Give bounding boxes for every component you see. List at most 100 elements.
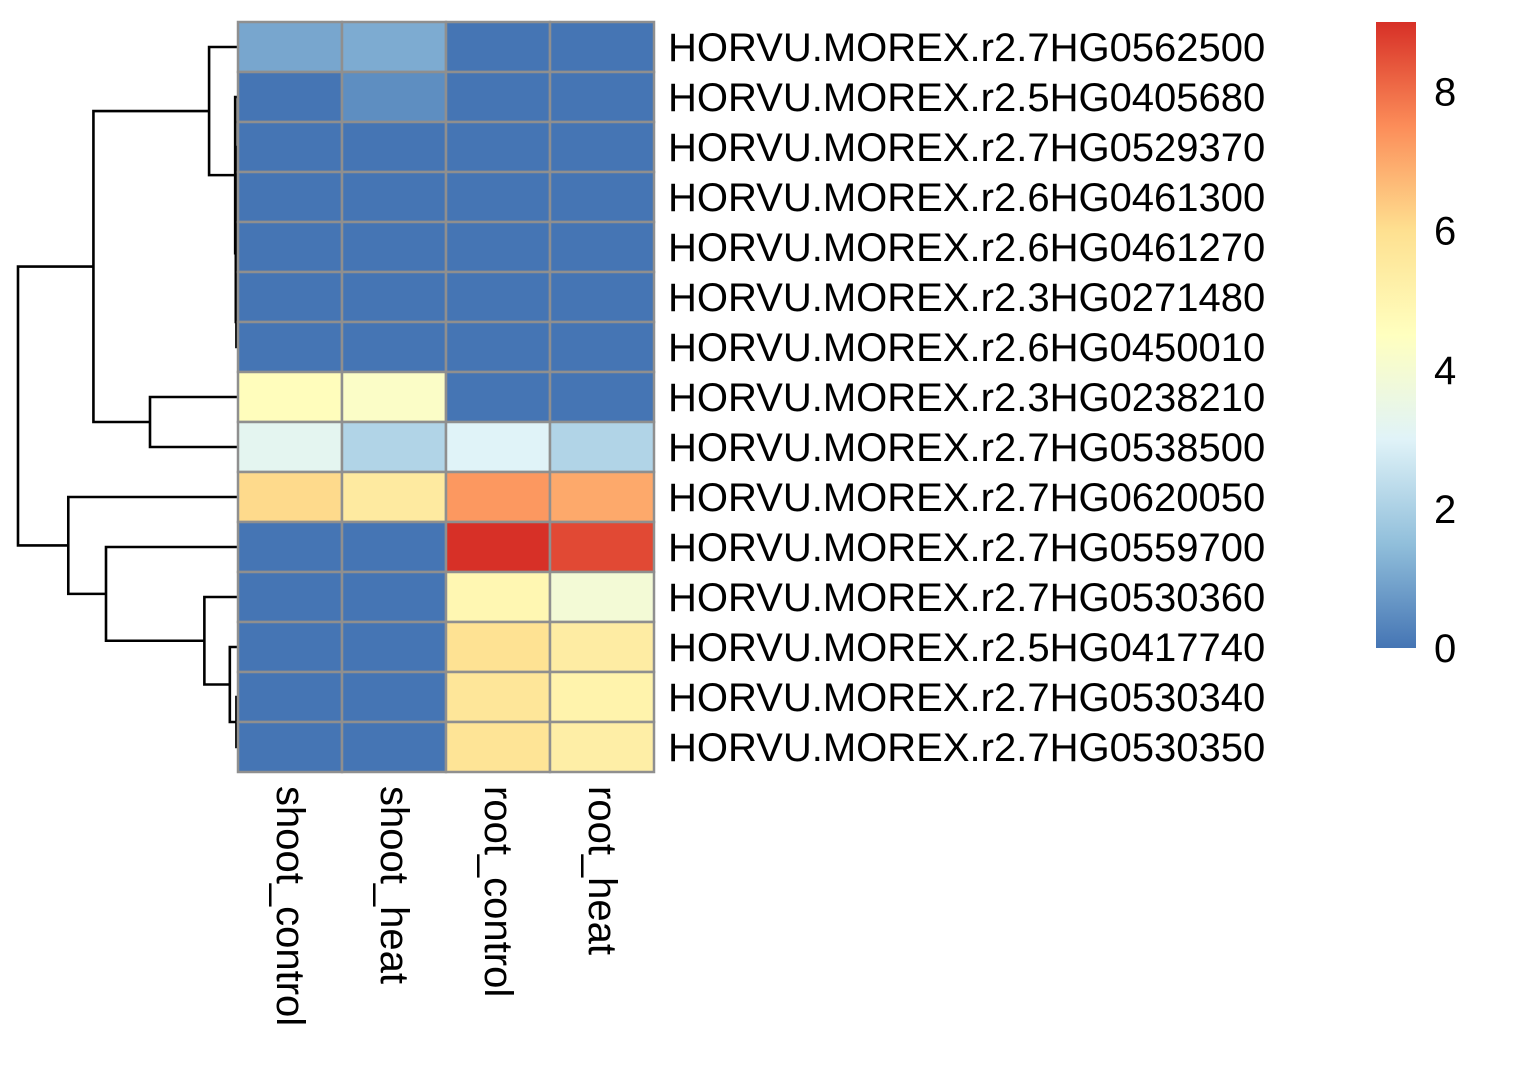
column-label: root_heat <box>580 786 624 955</box>
row-label: HORVU.MOREX.r2.5HG0405680 <box>668 76 1265 120</box>
heatmap-cell <box>340 720 448 774</box>
dendrogram-branch <box>207 45 238 177</box>
heatmap-cell <box>236 70 344 124</box>
dendrogram-branch <box>104 545 238 643</box>
column-label: root_control <box>476 786 520 997</box>
dendrogram-branch <box>203 595 238 686</box>
legend-tick-label: 2 <box>1434 488 1456 532</box>
heatmap-cell <box>444 220 552 274</box>
heatmap-cell <box>236 320 344 374</box>
row-dendrogram <box>16 45 238 749</box>
heatmap-cell <box>340 170 448 224</box>
heatmap-cell <box>548 320 656 374</box>
legend-tick-label: 4 <box>1434 349 1456 393</box>
column-label: shoot_control <box>268 786 312 1026</box>
heatmap-cell <box>444 120 552 174</box>
heatmap-cell <box>236 520 344 574</box>
row-label: HORVU.MOREX.r2.7HG0529370 <box>668 126 1265 170</box>
heatmap-cell <box>236 720 344 774</box>
heatmap-cell <box>236 220 344 274</box>
row-label: HORVU.MOREX.r2.7HG0620050 <box>668 476 1265 520</box>
heatmap-cell <box>236 20 344 74</box>
heatmap-cells <box>236 20 656 774</box>
heatmap-cell <box>444 420 552 474</box>
legend-color-bar <box>1376 22 1416 648</box>
heatmap-cell <box>548 620 656 674</box>
heatmap-cell <box>548 170 656 224</box>
heatmap-cell <box>444 670 552 724</box>
heatmap-cell <box>340 20 448 74</box>
row-label: HORVU.MOREX.r2.7HG0562500 <box>668 26 1265 70</box>
heatmap-cell <box>444 470 552 524</box>
heatmap-cell <box>340 370 448 424</box>
heatmap-cell <box>548 670 656 724</box>
row-label: HORVU.MOREX.r2.7HG0538500 <box>668 426 1265 470</box>
heatmap-cell <box>236 470 344 524</box>
heatmap-cell <box>548 270 656 324</box>
row-label: HORVU.MOREX.r2.6HG0461270 <box>668 226 1265 270</box>
heatmap-cell <box>444 270 552 324</box>
heatmap-cell <box>548 20 656 74</box>
heatmap-cell <box>444 20 552 74</box>
row-label: HORVU.MOREX.r2.7HG0530350 <box>668 726 1265 770</box>
heatmap-cell <box>236 170 344 224</box>
row-label: HORVU.MOREX.r2.6HG0450010 <box>668 326 1265 370</box>
row-label: HORVU.MOREX.r2.5HG0417740 <box>668 626 1265 670</box>
heatmap-cell <box>340 120 448 174</box>
heatmap-cell <box>548 70 656 124</box>
heatmap-cell <box>548 420 656 474</box>
heatmap-cell <box>444 320 552 374</box>
column-label: shoot_heat <box>372 786 416 984</box>
heatmap-cell <box>340 420 448 474</box>
heatmap-cell <box>236 570 344 624</box>
heatmap-cell <box>340 220 448 274</box>
heatmap-cell <box>340 570 448 624</box>
row-label: HORVU.MOREX.r2.7HG0530360 <box>668 576 1265 620</box>
heatmap-cell <box>548 370 656 424</box>
heatmap-cell <box>236 420 344 474</box>
heatmap-cell <box>236 670 344 724</box>
row-label: HORVU.MOREX.r2.7HG0559700 <box>668 526 1265 570</box>
row-labels: HORVU.MOREX.r2.7HG0562500 HORVU.MOREX.r2.… <box>668 26 1265 770</box>
dendrogram-branch <box>66 495 238 596</box>
heatmap-cell <box>444 70 552 124</box>
heatmap-cell <box>236 120 344 174</box>
row-label: HORVU.MOREX.r2.6HG0461300 <box>668 176 1265 220</box>
legend-tick-label: 6 <box>1434 210 1456 254</box>
heatmap-cell <box>444 620 552 674</box>
heatmap-cell <box>548 720 656 774</box>
heatmap-cell <box>444 370 552 424</box>
row-label: HORVU.MOREX.r2.3HG0238210 <box>668 376 1265 420</box>
row-label: HORVU.MOREX.r2.3HG0271480 <box>668 276 1265 320</box>
heatmap-cell <box>444 520 552 574</box>
heatmap-cell <box>340 470 448 524</box>
heatmap-cell <box>340 320 448 374</box>
dendrogram-branch <box>92 109 210 424</box>
heatmap-cell <box>236 620 344 674</box>
heatmap-cell <box>340 270 448 324</box>
heatmap-cell <box>340 670 448 724</box>
heatmap-cell <box>340 70 448 124</box>
legend-tick-label: 8 <box>1434 71 1456 115</box>
dendrogram-branch <box>228 645 238 724</box>
heatmap-cell <box>548 120 656 174</box>
heatmap-cell <box>444 570 552 624</box>
heatmap-cell <box>444 170 552 224</box>
heatmap-cell <box>340 520 448 574</box>
heatmap-cell <box>444 720 552 774</box>
legend-tick-label: 0 <box>1434 627 1456 671</box>
heatmap-cell <box>340 620 448 674</box>
heatmap-cell <box>548 520 656 574</box>
heatmap-cell <box>548 470 656 524</box>
color-legend: 0 2 4 6 8 <box>1376 22 1456 671</box>
heatmap-cell <box>236 370 344 424</box>
heatmap-cell <box>548 220 656 274</box>
column-labels: shoot_control shoot_heat root_control root_… <box>268 786 624 1026</box>
dendrogram-branch <box>148 395 238 449</box>
row-label: HORVU.MOREX.r2.7HG0530340 <box>668 676 1265 720</box>
dendrogram-branch <box>16 265 94 547</box>
heatmap-cell <box>236 270 344 324</box>
heatmap-cell <box>548 570 656 624</box>
